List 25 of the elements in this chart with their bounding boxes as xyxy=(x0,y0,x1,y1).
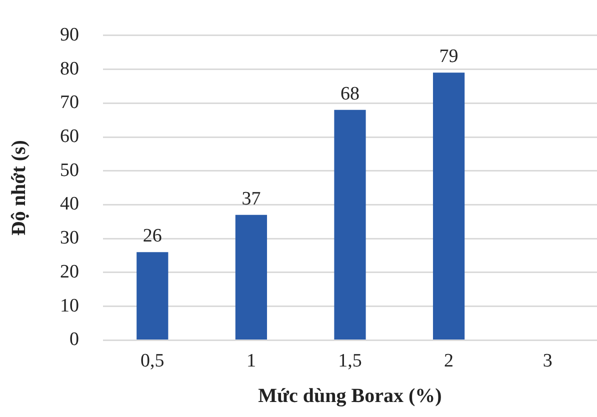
x-tick-label: 1,5 xyxy=(338,350,362,372)
bar xyxy=(432,72,465,340)
bar xyxy=(334,110,366,340)
y-tick-label: 90 xyxy=(60,24,79,46)
data-label: 79 xyxy=(439,46,458,68)
y-tick-label: 40 xyxy=(60,194,79,215)
bar xyxy=(235,214,268,340)
x-tick-label: 3 xyxy=(542,350,552,372)
y-tick-label: 0 xyxy=(70,329,79,350)
bar xyxy=(136,252,168,340)
y-tick-label: 30 xyxy=(60,228,79,249)
x-tick-label: 0,5 xyxy=(140,350,164,372)
y-tick-label: 50 xyxy=(60,160,79,181)
y-tick-label: 70 xyxy=(60,92,79,114)
y-axis-title: Độ nhớt (s) xyxy=(8,140,30,236)
x-tick-label: 1 xyxy=(246,350,256,372)
y-tick-label: 80 xyxy=(60,58,79,80)
y-tick-label: 20 xyxy=(60,261,79,282)
data-label: 68 xyxy=(340,83,360,104)
y-tick-label: 60 xyxy=(60,126,79,147)
y-tick-label: 10 xyxy=(60,295,79,316)
data-label: 26 xyxy=(142,226,162,247)
x-tick-label: 2 xyxy=(444,350,454,372)
data-label: 37 xyxy=(242,188,261,210)
x-axis-title: Mức dùng Borax (%) xyxy=(258,385,442,408)
